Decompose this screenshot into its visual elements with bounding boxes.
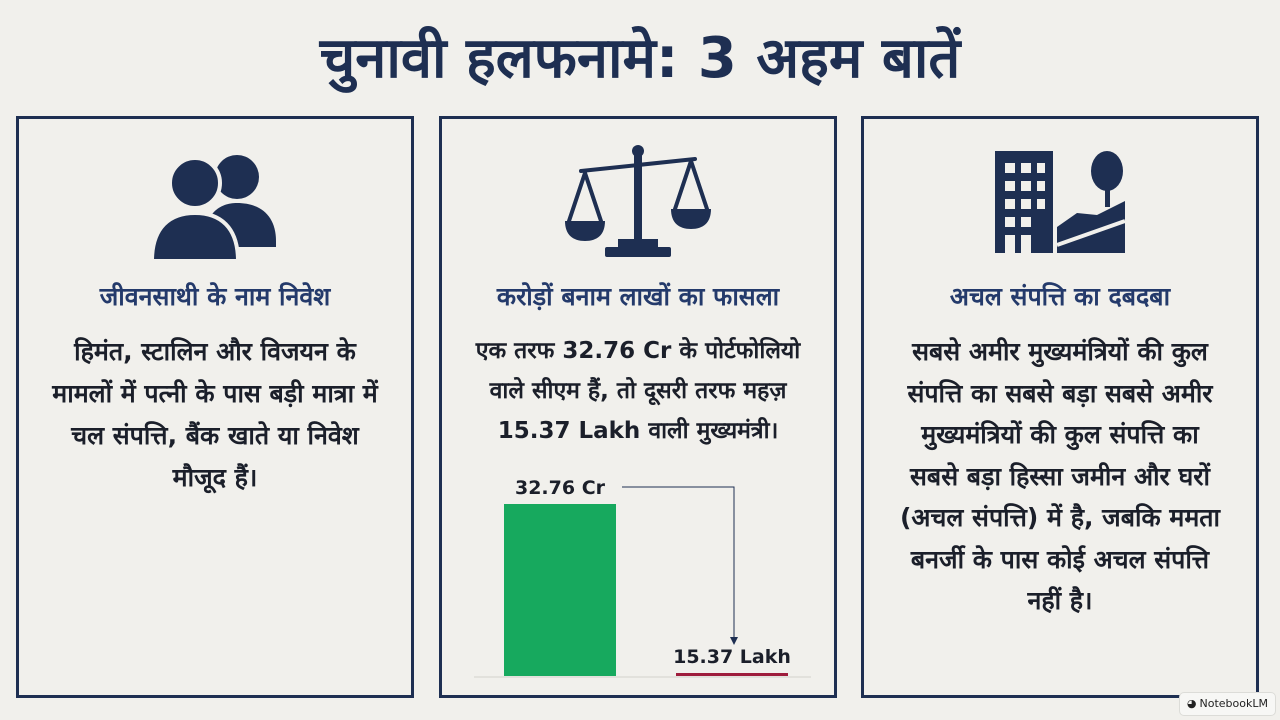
card-heading: अचल संपत्ति का दबदबा [949, 282, 1171, 311]
card-real-estate: अचल संपत्ति का दबदबा सबसे अमीर मुख्यमंत्… [861, 116, 1259, 698]
badge-label: NotebookLM [1199, 697, 1268, 710]
comparison-arrow-line [622, 486, 735, 643]
bar-2 [676, 673, 788, 676]
bar-value-label: 32.76 Cr [515, 477, 606, 499]
card-text: हिमंत, स्टालिन और विजयन के मामलों में पत… [52, 337, 378, 492]
page-title: चुनावी हलफनामे: 3 अहम बातें [319, 26, 961, 91]
bar-1 [504, 504, 616, 676]
card-spouse-investment: जीवनसाथी के नाम निवेश हिमंत, स्टालिन और … [16, 116, 414, 698]
card-text: सबसे अमीर मुख्यमंत्रियों की कुल संपत्ति … [900, 337, 1220, 615]
bar-value-label: 15.37 Lakh [673, 646, 791, 668]
notebooklm-badge[interactable]: ◕ NotebookLM [1178, 692, 1276, 716]
notebooklm-icon: ◕ [1186, 697, 1197, 710]
people-icon [19, 141, 411, 261]
card-text: एक तरफ 32.76 Cr के पोर्टफोलियो वाले सीएम… [475, 338, 801, 444]
comparison-arrow-head [730, 637, 738, 645]
card-heading: जीवनसाथी के नाम निवेश [99, 282, 331, 311]
gap-chart: 32.76 Cr 15.37 Lakh [474, 477, 811, 678]
building-land-icon [864, 141, 1256, 261]
scales-icon [442, 141, 834, 261]
card-heading: करोड़ों बनाम लाखों का फासला [496, 282, 780, 311]
card-wealth-gap: करोड़ों बनाम लाखों का फासला एक तरफ 32.76… [439, 116, 837, 698]
